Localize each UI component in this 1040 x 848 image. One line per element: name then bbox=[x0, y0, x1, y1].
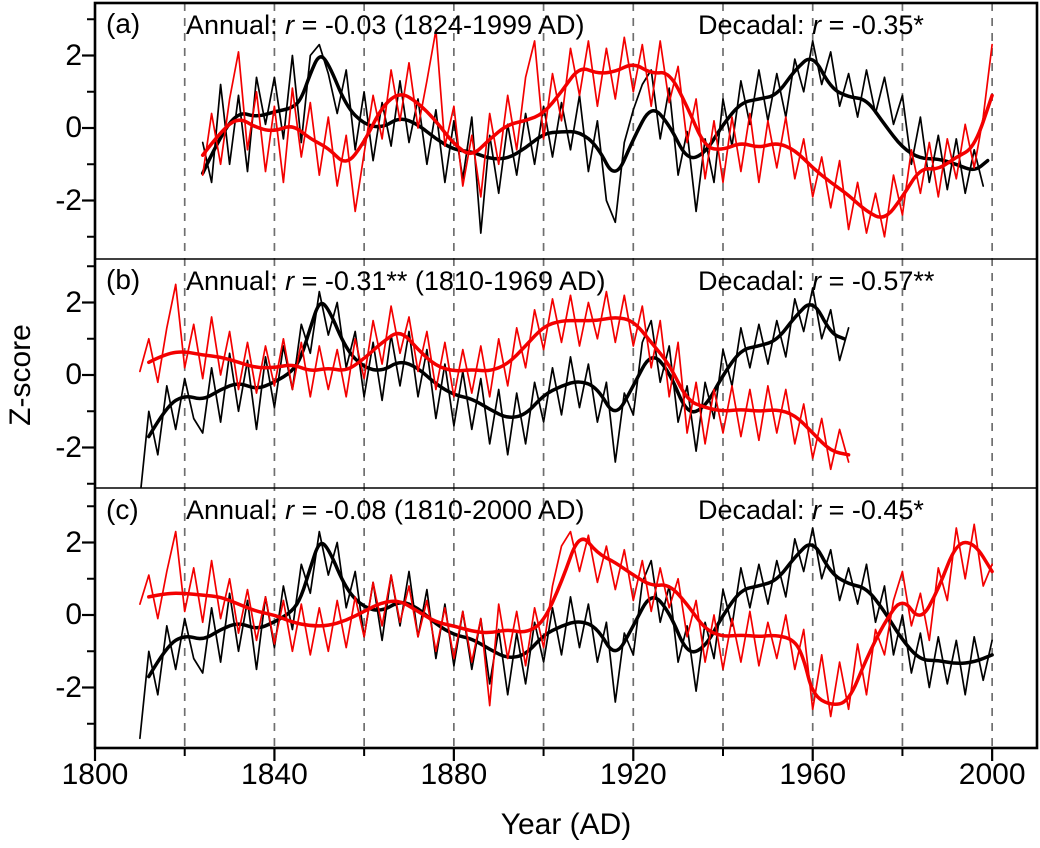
r-symbol: r bbox=[285, 266, 295, 296]
r-symbol: r bbox=[285, 495, 295, 525]
r-symbol: r bbox=[812, 266, 822, 296]
r-symbol: r bbox=[812, 495, 822, 525]
x-tick-label: 1800 bbox=[61, 758, 129, 791]
y-tick-label: -2 bbox=[55, 183, 82, 217]
panel-c-decadal-annotation: Decadal: r = -0.45* bbox=[698, 495, 924, 525]
x-tick-label: 1840 bbox=[241, 758, 308, 791]
panel-b-annual-annotation: Annual: r = -0.31** (1810-1969 AD) bbox=[186, 266, 606, 296]
x-tick-label: 1880 bbox=[420, 758, 488, 791]
panel-c-letter: (c) bbox=[106, 494, 139, 525]
panel-b-decadal-annotation: Decadal: r = -0.57** bbox=[698, 266, 935, 296]
y-tick-label: 0 bbox=[65, 111, 82, 144]
panel-a-annual-annotation: Annual: r = -0.03 (1824-1999 AD) bbox=[186, 10, 585, 40]
r-symbol: r bbox=[812, 10, 822, 40]
y-tick-label: -2 bbox=[55, 430, 82, 464]
y-tick-label: 0 bbox=[65, 358, 82, 391]
x-axis-title: Year (AD) bbox=[500, 808, 632, 841]
x-tick-label: 1960 bbox=[779, 758, 847, 791]
x-tick-label: 2000 bbox=[958, 758, 1026, 791]
panel-b-letter: (b) bbox=[106, 264, 141, 295]
y-tick-label: 0 bbox=[65, 598, 82, 631]
y-tick-label: 2 bbox=[65, 38, 82, 72]
panel-c-annual-annotation: Annual: r = -0.08 (1810-2000 AD) bbox=[186, 495, 585, 525]
y-tick-label: -2 bbox=[55, 670, 82, 704]
y-tick-label: 2 bbox=[65, 285, 82, 319]
x-tick-label: 1920 bbox=[599, 758, 667, 791]
panel-a-decadal-annotation: Decadal: r = -0.35* bbox=[698, 10, 924, 40]
y-tick-label: 2 bbox=[65, 525, 82, 559]
r-symbol: r bbox=[285, 10, 295, 40]
panel-a-letter: (a) bbox=[106, 8, 141, 39]
